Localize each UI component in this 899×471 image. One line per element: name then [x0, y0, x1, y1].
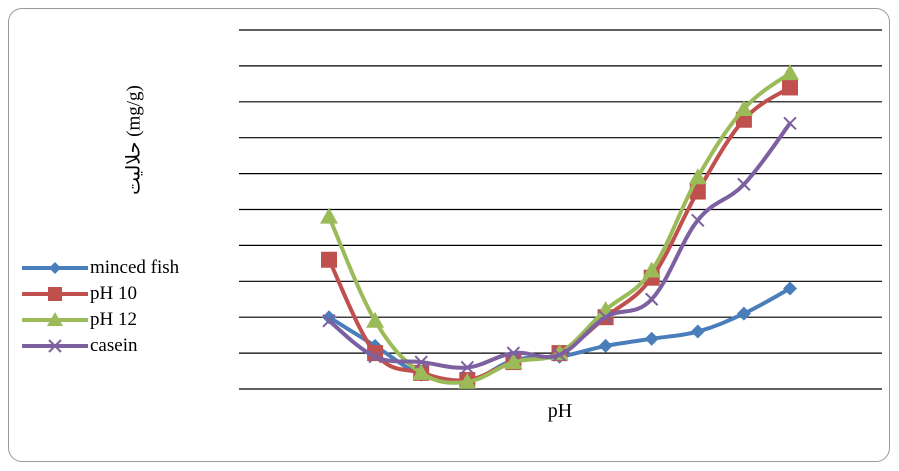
- data-point-ph-10-1: [321, 251, 337, 268]
- data-point-casein-10: [737, 177, 751, 192]
- legend-label: casein: [90, 335, 138, 356]
- legend-item-casein: casein: [20, 333, 220, 359]
- legend-item-minced-fish: minced fish: [20, 255, 220, 281]
- data-point-ph-12-2: [366, 311, 385, 328]
- data-point-minced-fish-7: [598, 338, 613, 353]
- y-axis-label: حلالیت (mg/g): [123, 85, 145, 195]
- series-line-ph-12: [327, 71, 792, 385]
- data-point-casein-4: [460, 360, 475, 375]
- data-point-casein-9: [691, 213, 705, 227]
- data-point-casein-6: [552, 348, 567, 362]
- data-point-ph-12-9: [688, 168, 707, 185]
- legend-label: minced fish: [90, 257, 180, 278]
- data-point-minced-fish-8: [644, 331, 659, 346]
- legend: minced fish pH 10 pH 12 casein: [20, 255, 220, 359]
- series-line-casein: [327, 122, 792, 370]
- data-point-casein-7: [598, 310, 613, 324]
- data-point-ph-12-10: [734, 99, 753, 116]
- chart-frame: [8, 8, 890, 462]
- series-line-ph-10: [327, 85, 792, 383]
- legend-swatch-ph-12: [22, 312, 88, 326]
- data-point-ph-12-4: [458, 372, 477, 389]
- data-point-casein-11: [783, 116, 797, 131]
- data-point-ph-12-8: [642, 261, 661, 278]
- legend-swatch-casein: [22, 339, 88, 353]
- data-point-casein-3: [414, 355, 428, 369]
- data-point-casein-5: [506, 346, 521, 360]
- legend-swatch-ph-10: [22, 287, 88, 301]
- data-point-ph-12-3: [412, 363, 431, 380]
- data-point-ph-12-1: [320, 207, 338, 224]
- data-point-minced-fish-1: [322, 310, 336, 325]
- legend-label: pH 10: [90, 283, 137, 304]
- x-axis-label: pH: [547, 400, 573, 422]
- data-point-casein-2: [368, 349, 382, 364]
- data-point-minced-fish-11: [783, 281, 797, 296]
- legend-item-ph-12: pH 12: [20, 307, 220, 333]
- data-point-casein-1: [322, 314, 336, 328]
- legend-swatch-minced-fish: [22, 262, 88, 274]
- data-point-minced-fish-9: [690, 324, 705, 339]
- data-point-minced-fish-10: [736, 306, 751, 321]
- data-point-ph-12-11: [781, 64, 799, 81]
- data-point-casein-8: [644, 292, 659, 306]
- legend-label: pH 12: [90, 309, 137, 330]
- legend-item-ph-10: pH 10: [20, 281, 220, 307]
- data-point-ph-10-11: [782, 79, 798, 96]
- data-point-ph-12-5: [504, 353, 523, 370]
